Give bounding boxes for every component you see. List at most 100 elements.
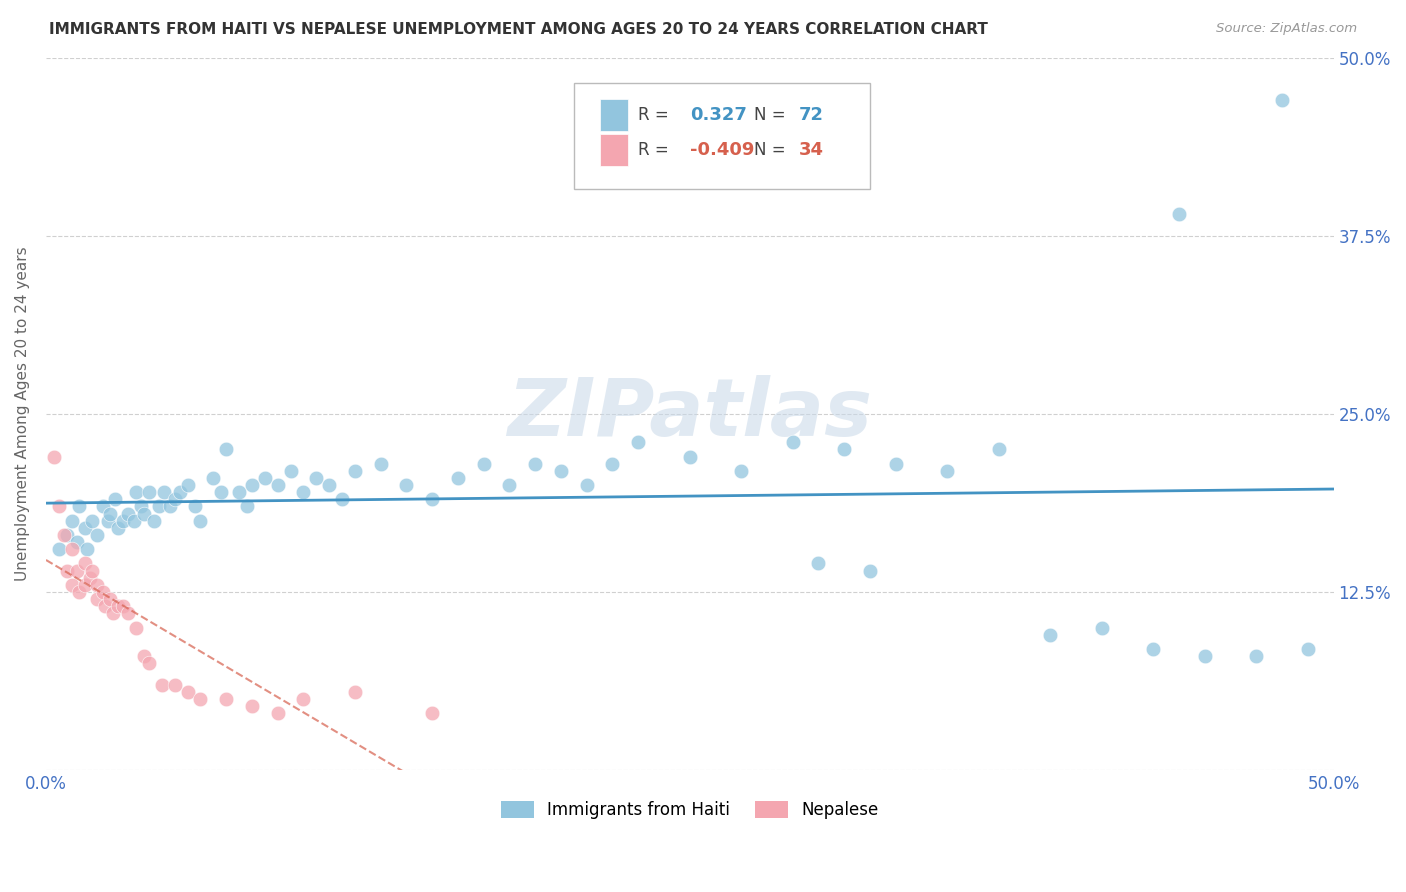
Point <box>91 585 114 599</box>
Point <box>42 450 65 464</box>
Point <box>267 706 290 720</box>
Text: N =: N = <box>754 141 792 160</box>
Point <box>498 478 520 492</box>
Point <box>104 492 127 507</box>
Point <box>807 557 830 571</box>
Point <box>159 500 181 514</box>
Point <box>132 648 155 663</box>
Text: 72: 72 <box>799 105 824 124</box>
Point <box>184 500 207 514</box>
Point <box>129 500 152 514</box>
Point <box>132 507 155 521</box>
Point <box>267 478 290 492</box>
Point <box>215 691 238 706</box>
Point <box>125 485 148 500</box>
Point <box>98 592 121 607</box>
Point <box>209 485 232 500</box>
Point <box>1194 648 1216 663</box>
Point <box>55 528 77 542</box>
Point <box>318 478 340 492</box>
Point <box>86 528 108 542</box>
Point <box>782 435 804 450</box>
Point <box>447 471 470 485</box>
Point <box>884 457 907 471</box>
Point <box>602 457 624 471</box>
Text: 34: 34 <box>799 141 824 160</box>
Point <box>138 485 160 500</box>
Point <box>176 684 198 698</box>
Point <box>1039 627 1062 641</box>
Point <box>122 514 145 528</box>
Point <box>79 571 101 585</box>
Point <box>66 564 89 578</box>
Point <box>91 500 114 514</box>
Point <box>73 578 96 592</box>
Text: 0.327: 0.327 <box>690 105 747 124</box>
Point <box>1142 641 1164 656</box>
Point <box>148 500 170 514</box>
Point <box>163 677 186 691</box>
Point <box>202 471 225 485</box>
Point <box>169 485 191 500</box>
Text: Source: ZipAtlas.com: Source: ZipAtlas.com <box>1216 22 1357 36</box>
Point <box>1168 207 1191 221</box>
Point <box>228 485 250 500</box>
Text: R =: R = <box>638 141 675 160</box>
Point <box>138 656 160 670</box>
Point <box>98 507 121 521</box>
Point <box>550 464 572 478</box>
Point <box>60 514 83 528</box>
Point <box>832 442 855 457</box>
Point <box>117 607 139 621</box>
Bar <box>599 99 628 131</box>
Point <box>395 478 418 492</box>
Point <box>292 691 315 706</box>
Point <box>472 457 495 471</box>
Text: IMMIGRANTS FROM HAITI VS NEPALESE UNEMPLOYMENT AMONG AGES 20 TO 24 YEARS CORRELA: IMMIGRANTS FROM HAITI VS NEPALESE UNEMPL… <box>49 22 988 37</box>
Point <box>370 457 392 471</box>
Point <box>94 599 117 614</box>
Point <box>150 677 173 691</box>
Point <box>253 471 276 485</box>
Point <box>125 621 148 635</box>
Point <box>240 698 263 713</box>
Point <box>143 514 166 528</box>
Point <box>627 435 650 450</box>
Point <box>60 542 83 557</box>
Point <box>679 450 702 464</box>
Bar <box>599 135 628 166</box>
Point <box>575 478 598 492</box>
Point <box>343 464 366 478</box>
Point <box>280 464 302 478</box>
Point <box>60 578 83 592</box>
Point <box>53 528 76 542</box>
Point <box>48 500 70 514</box>
Point <box>936 464 959 478</box>
Point <box>82 514 104 528</box>
Point <box>69 500 91 514</box>
Point <box>730 464 752 478</box>
Point <box>112 514 135 528</box>
Point <box>107 521 129 535</box>
Point <box>48 542 70 557</box>
Point <box>86 592 108 607</box>
Point <box>163 492 186 507</box>
Point <box>76 542 98 557</box>
Point <box>107 599 129 614</box>
Point <box>73 557 96 571</box>
Point <box>987 442 1010 457</box>
Point <box>420 706 443 720</box>
Point <box>420 492 443 507</box>
Point <box>859 564 882 578</box>
Point <box>305 471 328 485</box>
Point <box>292 485 315 500</box>
Text: N =: N = <box>754 105 792 124</box>
Text: ZIPatlas: ZIPatlas <box>508 375 872 453</box>
Point <box>1296 641 1319 656</box>
Point <box>66 535 89 549</box>
Text: -0.409: -0.409 <box>690 141 754 160</box>
Text: R =: R = <box>638 105 675 124</box>
Point <box>82 564 104 578</box>
Point <box>153 485 176 500</box>
Point <box>176 478 198 492</box>
